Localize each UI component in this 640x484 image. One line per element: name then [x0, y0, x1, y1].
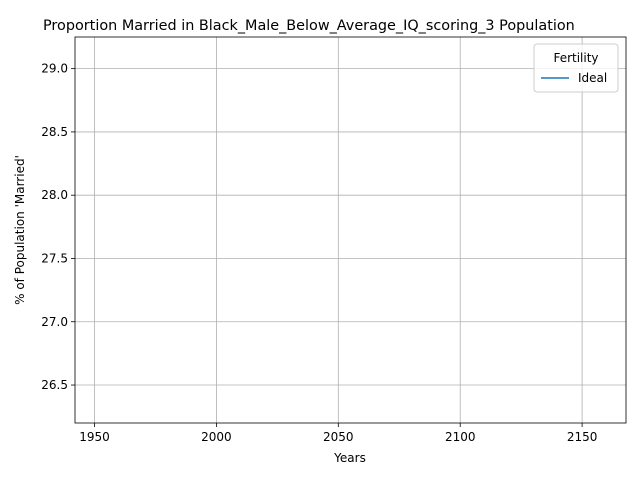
x-tick-label: 2100 — [445, 430, 476, 444]
plot-frame — [74, 36, 627, 424]
y-tick-label: 26.5 — [41, 378, 68, 392]
x-axis-label: Years — [333, 451, 366, 465]
y-tick-label: 29.0 — [41, 62, 68, 76]
legend-title: Fertility — [553, 51, 598, 65]
chart-title: Proportion Married in Black_Male_Below_A… — [43, 18, 575, 34]
y-axis-ticks: 26.5 27.0 27.5 28.0 28.5 29.0 — [41, 62, 75, 392]
x-tick-label: 2000 — [201, 430, 232, 444]
legend: Fertility Ideal — [533, 43, 619, 93]
x-tick-label: 1950 — [79, 430, 110, 444]
y-tick-label: 27.0 — [41, 315, 68, 329]
x-axis-ticks: 1950 2000 2050 2100 2150 — [79, 423, 597, 444]
grid-layer — [75, 37, 626, 423]
legend-label: Ideal — [578, 71, 607, 85]
y-tick-label: 28.0 — [41, 188, 68, 202]
y-tick-label: 28.5 — [41, 125, 68, 139]
y-axis-label: % of Population 'Married' — [13, 155, 27, 305]
y-tick-label: 27.5 — [41, 251, 68, 265]
legend-entries: Ideal — [541, 71, 607, 85]
legend-box — [533, 43, 619, 93]
x-tick-label: 2150 — [567, 430, 598, 444]
x-tick-label: 2050 — [323, 430, 354, 444]
